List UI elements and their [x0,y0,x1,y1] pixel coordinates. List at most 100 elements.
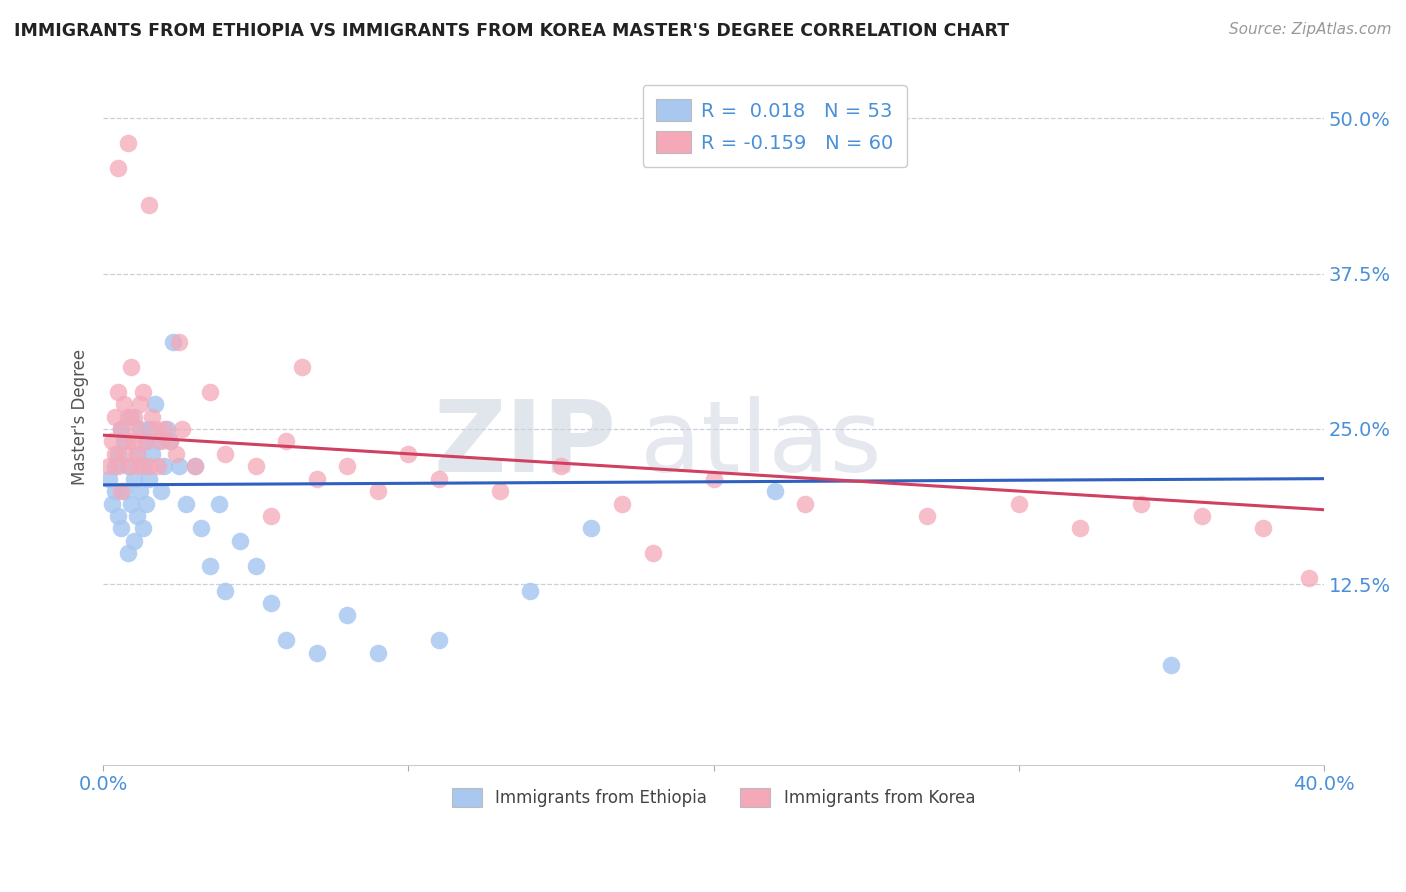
Point [107,459,129,474]
Point [763,484,786,499]
Point [101,434,124,449]
Point [98,459,121,474]
Point [110,422,132,436]
Point [336,459,359,474]
Point [132,384,155,399]
Point [104,447,127,461]
Point [125,447,148,461]
Point [138,422,160,436]
Point [138,198,160,212]
Point [132,521,155,535]
Point [114,447,136,461]
Point [276,434,298,449]
Point [198,384,221,399]
Point [128,484,150,499]
Point [159,434,181,449]
Point [122,472,145,486]
Point [159,434,181,449]
Point [107,447,129,461]
Point [245,558,267,573]
Point [260,596,283,610]
Point [135,434,157,449]
Point [183,459,205,474]
Point [114,434,136,449]
Point [305,472,328,486]
Point [117,136,139,150]
Point [138,472,160,486]
Point [427,472,450,486]
Point [132,459,155,474]
Point [110,484,132,499]
Point [110,422,132,436]
Legend: Immigrants from Ethiopia, Immigrants from Korea: Immigrants from Ethiopia, Immigrants fro… [443,780,984,815]
Point [114,397,136,411]
Point [519,583,541,598]
Point [143,397,166,411]
Point [245,459,267,474]
Point [104,459,127,474]
Point [198,558,221,573]
Point [367,646,389,660]
Point [107,384,129,399]
Point [165,447,187,461]
Point [214,447,236,461]
Point [128,459,150,474]
Point [98,472,121,486]
Point [101,496,124,510]
Point [427,633,450,648]
Point [150,434,173,449]
Point [128,422,150,436]
Point [125,508,148,523]
Point [141,409,163,424]
Point [229,533,252,548]
Text: IMMIGRANTS FROM ETHIOPIA VS IMMIGRANTS FROM KOREA MASTER'S DEGREE CORRELATION CH: IMMIGRANTS FROM ETHIOPIA VS IMMIGRANTS F… [14,22,1010,40]
Point [162,334,184,349]
Point [135,496,157,510]
Text: Source: ZipAtlas.com: Source: ZipAtlas.com [1229,22,1392,37]
Point [128,397,150,411]
Point [305,646,328,660]
Text: atlas: atlas [640,396,882,493]
Point [135,434,157,449]
Point [114,484,136,499]
Point [169,459,191,474]
Point [1069,521,1091,535]
Point [1160,658,1182,673]
Point [120,409,142,424]
Point [117,409,139,424]
Point [120,459,142,474]
Point [396,447,419,461]
Point [290,359,312,374]
Point [610,496,633,510]
Point [1251,521,1274,535]
Point [150,484,173,499]
Point [146,434,169,449]
Point [581,521,603,535]
Point [110,521,132,535]
Point [107,508,129,523]
Point [122,533,145,548]
Point [174,496,197,510]
Text: ZIP: ZIP [433,396,616,493]
Point [117,546,139,560]
Point [120,359,142,374]
Point [703,472,725,486]
Point [104,484,127,499]
Point [1008,496,1031,510]
Point [117,434,139,449]
Point [208,496,231,510]
Point [1298,571,1320,585]
Point [122,434,145,449]
Point [489,484,512,499]
Point [550,459,572,474]
Point [190,521,212,535]
Point [1129,496,1152,510]
Point [146,459,169,474]
Point [125,422,148,436]
Point [276,633,298,648]
Point [915,508,938,523]
Y-axis label: Master's Degree: Master's Degree [72,349,89,484]
Point [122,409,145,424]
Point [104,409,127,424]
Point [1191,508,1213,523]
